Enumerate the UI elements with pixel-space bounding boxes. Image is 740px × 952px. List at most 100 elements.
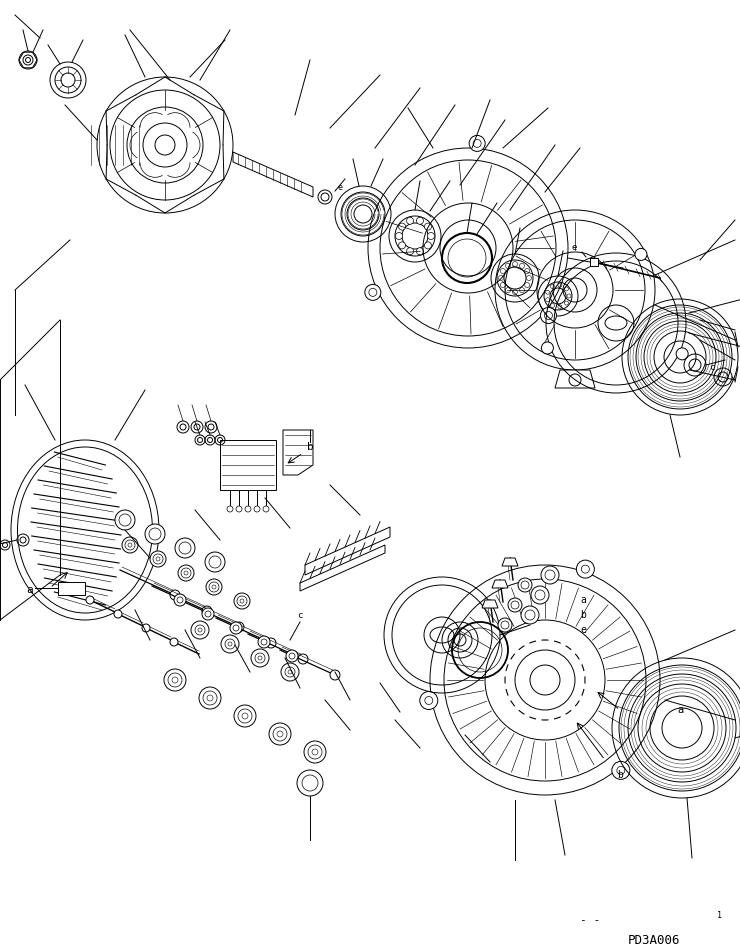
Circle shape (508, 598, 522, 612)
Circle shape (428, 232, 434, 240)
Circle shape (500, 268, 505, 273)
Circle shape (519, 264, 525, 268)
Circle shape (251, 649, 269, 667)
Circle shape (199, 687, 221, 709)
Circle shape (635, 248, 647, 261)
Circle shape (365, 285, 381, 301)
Polygon shape (300, 545, 385, 591)
Text: 1: 1 (718, 910, 722, 920)
Circle shape (234, 622, 244, 632)
Circle shape (234, 593, 250, 609)
Text: - -: - - (580, 915, 600, 925)
Circle shape (150, 551, 166, 567)
Text: a: a (677, 705, 683, 715)
Circle shape (521, 606, 539, 624)
Circle shape (676, 347, 688, 360)
Circle shape (417, 217, 423, 225)
Circle shape (505, 264, 511, 268)
Circle shape (417, 248, 423, 255)
Circle shape (230, 622, 242, 634)
Circle shape (540, 307, 556, 324)
Circle shape (513, 262, 517, 267)
Circle shape (191, 621, 209, 639)
Circle shape (286, 650, 298, 662)
Circle shape (221, 635, 239, 653)
Circle shape (425, 242, 431, 248)
Circle shape (202, 606, 212, 616)
Text: b: b (580, 610, 586, 620)
Text: a: a (580, 595, 586, 605)
Circle shape (330, 670, 340, 680)
Circle shape (297, 770, 323, 796)
Circle shape (298, 654, 308, 664)
Circle shape (406, 217, 414, 225)
Circle shape (115, 510, 135, 530)
Circle shape (612, 762, 630, 780)
Circle shape (541, 566, 559, 584)
Circle shape (420, 691, 438, 709)
Circle shape (499, 275, 503, 281)
Circle shape (518, 578, 532, 592)
Circle shape (569, 374, 581, 386)
Circle shape (86, 596, 94, 604)
Circle shape (576, 560, 594, 578)
Circle shape (526, 275, 531, 281)
Circle shape (202, 608, 214, 620)
Polygon shape (555, 370, 595, 388)
Circle shape (551, 285, 554, 288)
Text: a: a (27, 585, 33, 595)
Circle shape (175, 538, 195, 558)
Circle shape (114, 610, 122, 618)
Circle shape (425, 223, 431, 230)
Text: e: e (337, 183, 343, 191)
Circle shape (558, 283, 562, 288)
Circle shape (145, 524, 165, 544)
Polygon shape (233, 152, 313, 197)
Circle shape (525, 283, 530, 288)
Circle shape (170, 590, 180, 600)
Circle shape (551, 304, 554, 307)
Polygon shape (492, 580, 508, 588)
Circle shape (234, 705, 256, 727)
Text: e: e (571, 244, 576, 252)
Circle shape (258, 636, 270, 648)
Circle shape (500, 283, 505, 288)
Text: c: c (297, 610, 303, 620)
Circle shape (205, 552, 225, 572)
Circle shape (281, 663, 299, 681)
Circle shape (263, 506, 269, 512)
Text: b: b (617, 770, 623, 780)
Circle shape (567, 294, 571, 298)
Circle shape (542, 342, 554, 354)
Circle shape (269, 723, 291, 745)
Circle shape (565, 301, 568, 305)
Circle shape (122, 537, 138, 553)
Circle shape (406, 248, 414, 255)
Polygon shape (305, 527, 390, 575)
Circle shape (236, 506, 242, 512)
Circle shape (174, 594, 186, 606)
Circle shape (227, 506, 233, 512)
Circle shape (399, 223, 406, 230)
Polygon shape (58, 582, 85, 595)
Circle shape (525, 268, 530, 273)
Text: c: c (710, 363, 715, 371)
Circle shape (531, 586, 549, 604)
Circle shape (395, 232, 403, 240)
Circle shape (164, 669, 186, 691)
Polygon shape (502, 558, 518, 566)
Circle shape (178, 565, 194, 581)
Text: e: e (580, 625, 586, 635)
Circle shape (469, 135, 485, 151)
Circle shape (519, 288, 525, 292)
Polygon shape (220, 440, 276, 490)
Circle shape (558, 305, 562, 308)
Circle shape (498, 618, 512, 632)
Text: PD3A006: PD3A006 (628, 934, 680, 946)
Circle shape (399, 242, 406, 248)
Circle shape (206, 579, 222, 595)
Circle shape (565, 287, 568, 291)
Circle shape (545, 298, 550, 302)
Circle shape (170, 638, 178, 646)
Polygon shape (482, 600, 498, 608)
